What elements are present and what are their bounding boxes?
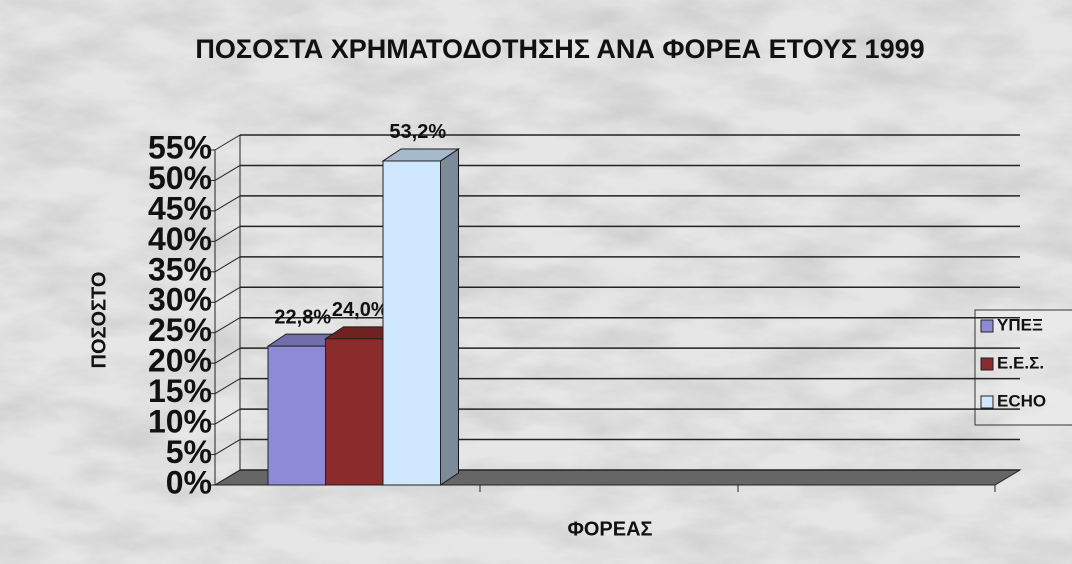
- chart-title: ΠΟΣΟΣΤΑ ΧΡΗΜΑΤΟΔΟΤΗΣΗΣ ΑΝΑ ΦΟΡΕΑ ΕΤΟΥΣ 1…: [195, 34, 925, 64]
- y-tick-label: 30%: [148, 282, 212, 318]
- y-tick-label: 40%: [148, 221, 212, 257]
- grid-line-side: [214, 225, 241, 242]
- grid-line-side: [214, 286, 241, 303]
- y-tick-label: 15%: [148, 373, 212, 409]
- y-tick-label: 20%: [148, 343, 212, 379]
- x-axis-label: ΦΟΡΕΑΣ: [567, 518, 652, 540]
- bar: [267, 345, 326, 486]
- y-tick-label: 35%: [148, 251, 212, 287]
- grid-line-side: [214, 134, 241, 151]
- grid-line-side: [214, 165, 241, 181]
- y-tick-label: 50%: [148, 160, 212, 196]
- grid-line-side: [214, 347, 241, 364]
- y-tick-label: 0%: [166, 464, 212, 500]
- y-tick-label: 45%: [148, 190, 212, 226]
- grid-line-side: [214, 195, 241, 212]
- grid-line-side: [214, 469, 241, 486]
- grid-line-side: [214, 256, 241, 273]
- y-tick-label: 55%: [148, 129, 212, 165]
- y-tick-label: 25%: [148, 312, 212, 348]
- data-label: 53,2%: [389, 121, 446, 143]
- data-label: 22,8%: [274, 306, 331, 328]
- legend-label: Ε.Ε.Σ.: [997, 353, 1044, 372]
- legend-swatch: [980, 357, 994, 371]
- legend-swatch: [980, 319, 994, 333]
- legend-label: ΥΠΕΞ: [997, 315, 1043, 334]
- grid-line-side: [214, 408, 241, 425]
- bar-side: [440, 148, 459, 486]
- legend-swatch: [980, 395, 994, 409]
- grid-line-side: [214, 439, 241, 455]
- y-axis-label: ΠΟΣΟΣΤΟ: [88, 272, 110, 369]
- bar: [325, 338, 384, 486]
- y-tick-label: 10%: [148, 404, 212, 440]
- grid-line-side: [214, 317, 241, 334]
- legend-label: ECHO: [997, 391, 1046, 410]
- data-label: 24,0%: [332, 299, 389, 321]
- y-tick-label: 5%: [166, 434, 212, 470]
- grid-line-side: [214, 378, 241, 395]
- bar: [382, 160, 441, 486]
